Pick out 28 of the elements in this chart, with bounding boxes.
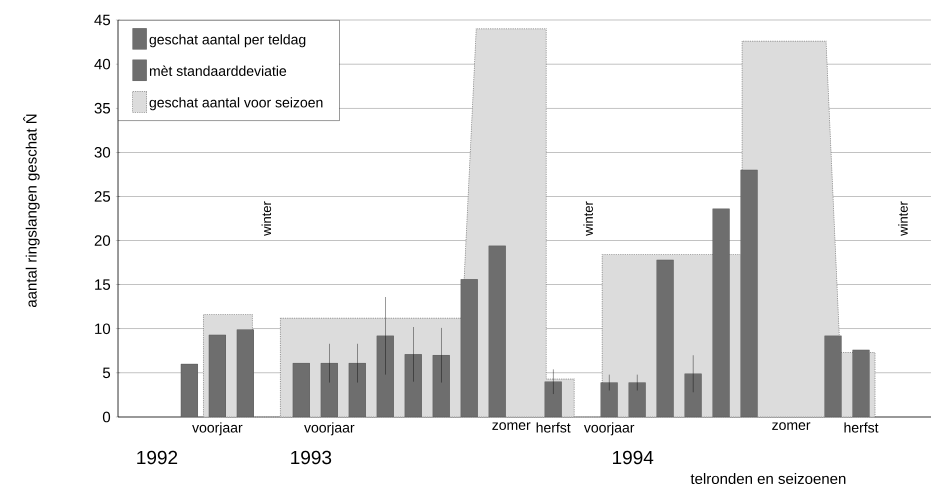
text: 1994 [613, 450, 654, 464]
x-tick-label: voorjaar [192, 422, 242, 436]
text: 1992 [137, 450, 178, 464]
x-axis-title: telronden en seizoenen [690, 473, 846, 484]
y-tick-label: 15 [95, 279, 110, 290]
annotation: winter [583, 201, 593, 236]
y-tick-label: 30 [94, 147, 110, 158]
x-tick-label: herfst [536, 422, 571, 433]
y-axis-title: aantal ringslangen geschat N̂ [23, 114, 40, 308]
x-tick-label: voorjaar [584, 422, 634, 436]
y-tick-label: 5 [102, 368, 110, 378]
text: 1993 [291, 450, 332, 464]
y-tick-label: 20 [94, 235, 110, 246]
legend-label: geschat aantal per teldag [150, 34, 306, 48]
x-tick-label: herfst [844, 422, 878, 433]
annotation: winter [262, 201, 272, 236]
y-tick-label: 35 [94, 102, 110, 114]
x-tick-label: zomer [492, 422, 530, 430]
y-tick-label: 25 [94, 191, 110, 202]
x-tick-label: voorjaar [304, 422, 354, 436]
x-tick-label: zomer [772, 422, 810, 430]
y-tick-label: 45 [94, 14, 110, 26]
legend-label: geschat aantal voor seizoen [150, 97, 322, 110]
y-tick-label: 0 [102, 412, 110, 422]
annotation: winter [898, 201, 908, 236]
y-tick-label: 40 [94, 58, 110, 70]
legend-label: mèt standaarddeviatie [150, 66, 286, 76]
y-tick-label: 10 [95, 323, 110, 334]
